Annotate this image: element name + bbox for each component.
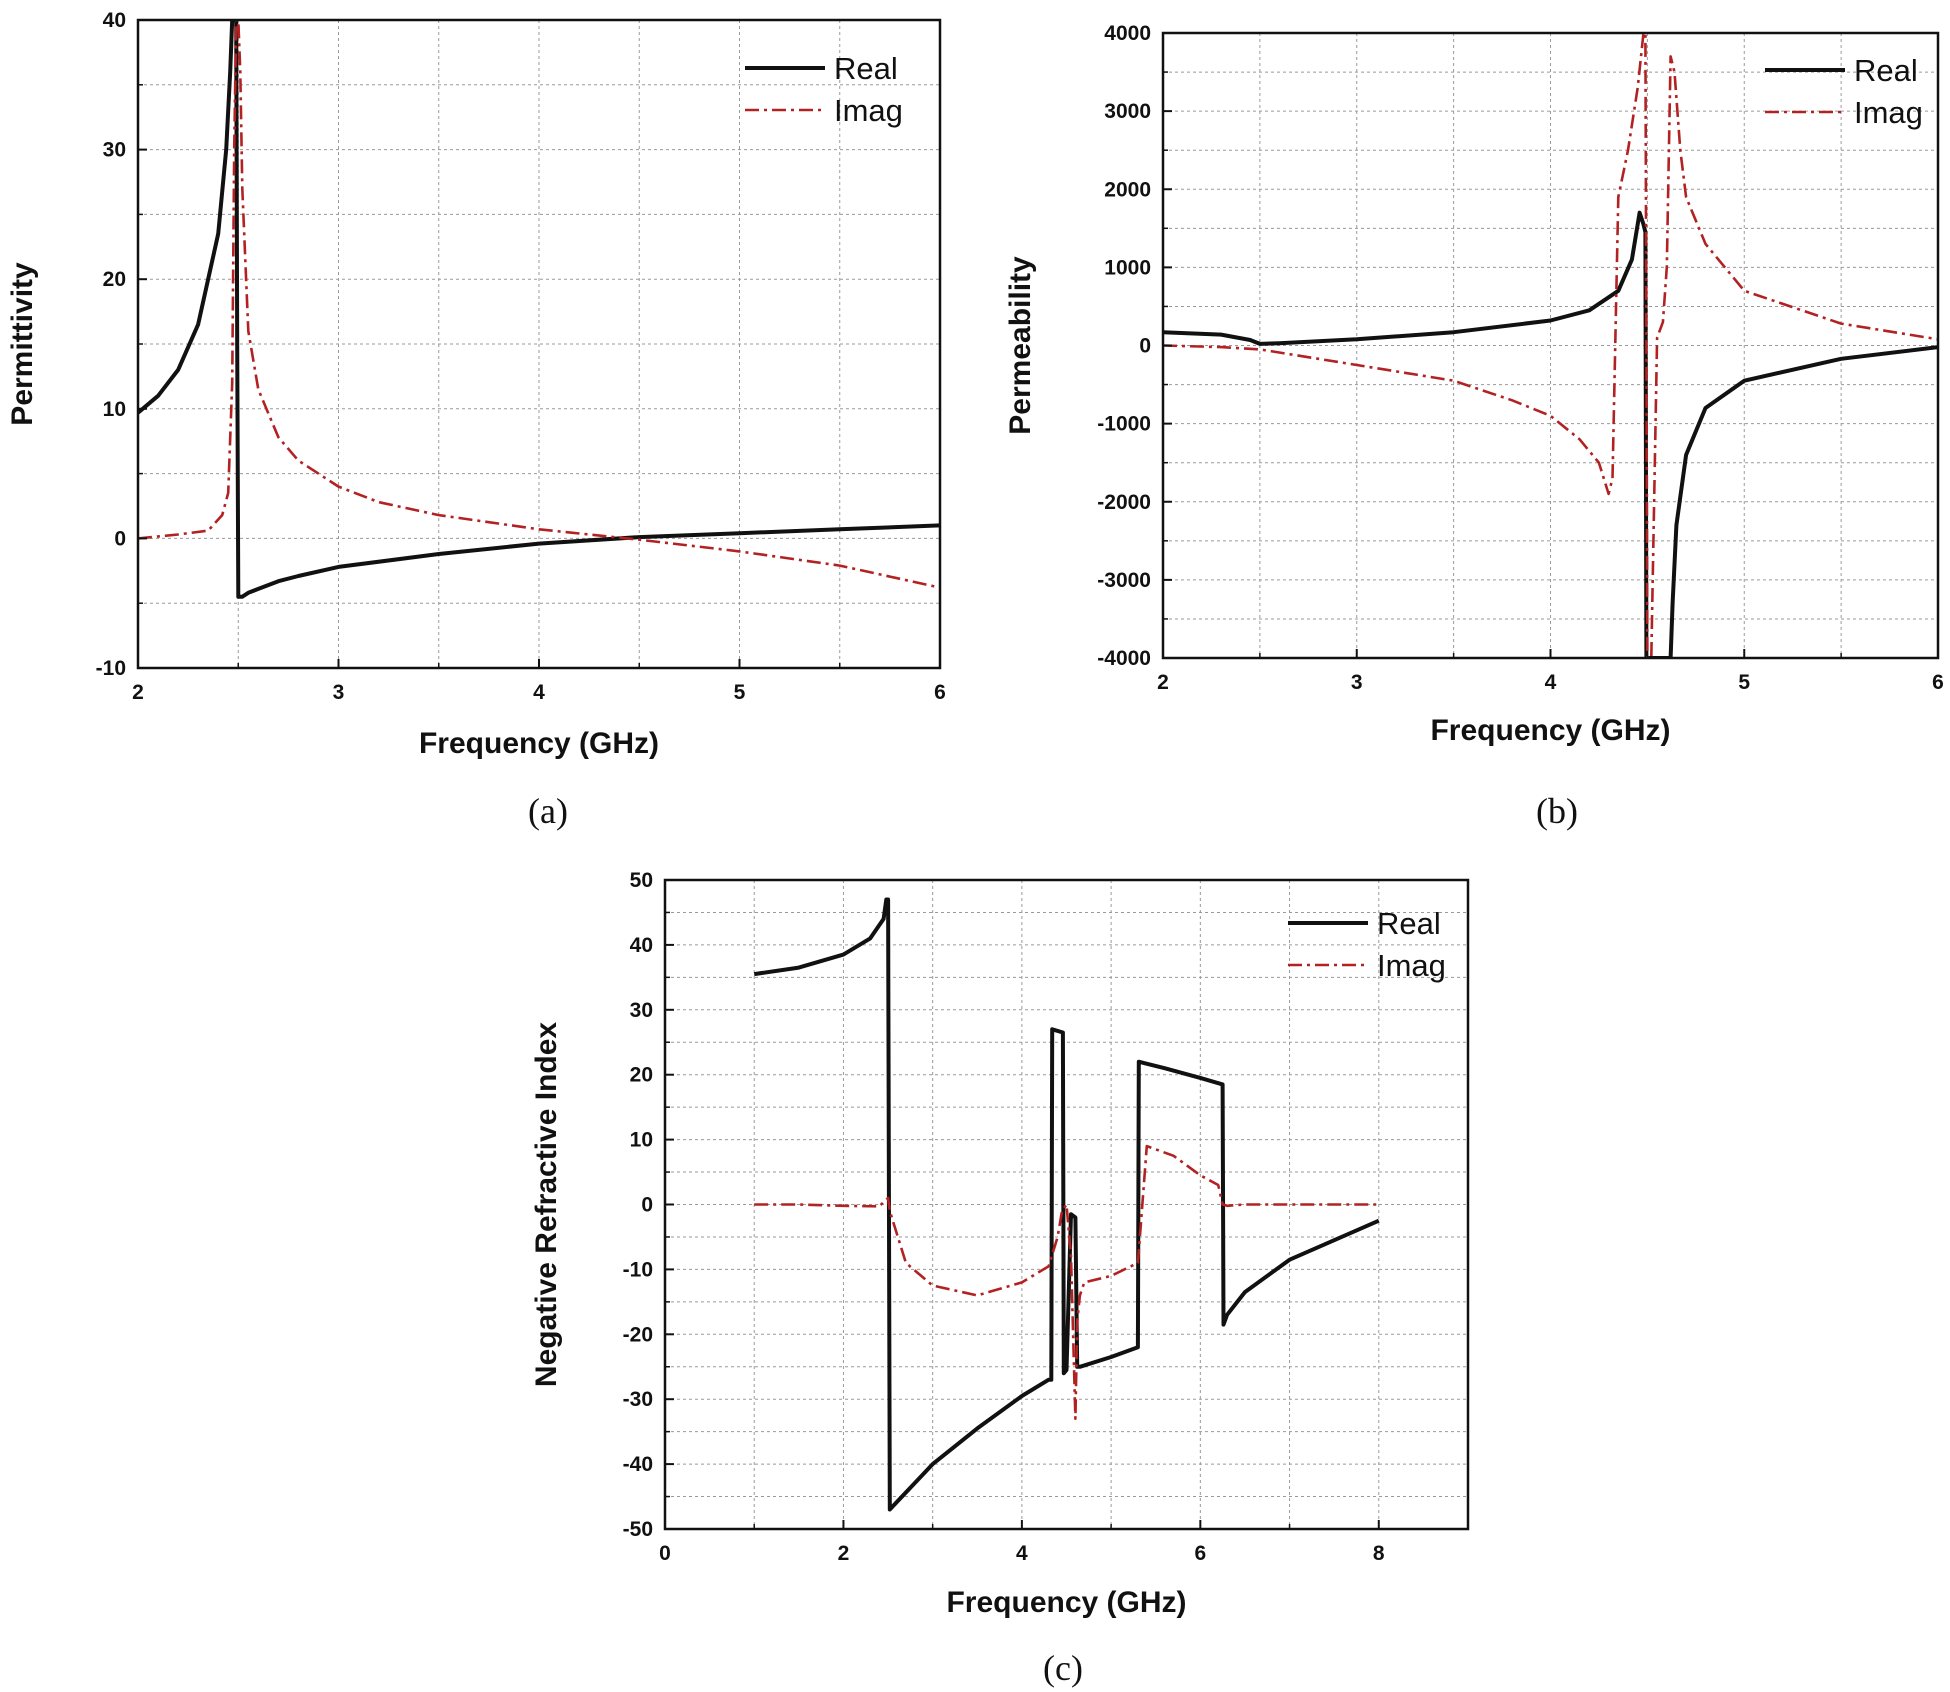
x-tick-label: 2 [1157, 671, 1169, 694]
y-tick-label: 30 [103, 139, 126, 162]
series-line-imag [138, 20, 940, 589]
panel-caption: (c) [1043, 1648, 1083, 1688]
y-tick-label: 30 [630, 999, 653, 1022]
legend: Real Imag [1288, 906, 1446, 983]
legend-label-imag: Imag [1377, 948, 1446, 983]
y-tick-label: -40 [623, 1453, 653, 1476]
y-tick-label: -2000 [1097, 491, 1151, 514]
y-tick-label: 0 [1139, 335, 1151, 358]
x-tick-label: 5 [734, 681, 746, 704]
series-line-imag [754, 1144, 1379, 1420]
y-tick-label: 2000 [1104, 178, 1151, 201]
y-tick-label: 3000 [1104, 100, 1151, 123]
y-tick-label: -4000 [1097, 647, 1151, 670]
x-axis-title: Frequency (GHz) [419, 727, 659, 760]
panel-b: 2 3 4 5 6 -4000 -3000 -2000 -1000 0 1000 2000 3000 40… [1004, 22, 1944, 831]
y-tick-label: -1000 [1097, 413, 1151, 436]
panel-a: 2 3 4 5 6 -10 0 10 20 30 40 Frequency (GHz) Permitti… [6, 9, 946, 831]
series-line-real [138, 20, 940, 599]
x-tick-label: 4 [533, 681, 545, 704]
panel-caption: (b) [1536, 791, 1578, 831]
x-tick-label: 4 [1016, 1542, 1028, 1565]
x-tick-label: 6 [1932, 671, 1944, 694]
y-tick-label: 40 [103, 9, 126, 32]
x-axis-title: Frequency (GHz) [1430, 714, 1670, 747]
series-line-real [753, 897, 1380, 1512]
y-tick-label: 40 [630, 934, 653, 957]
series-line-real [1163, 210, 1938, 658]
x-tick-label: 0 [659, 1542, 671, 1565]
grid [1163, 33, 1938, 658]
series-group [1163, 33, 1938, 658]
panel-c: 0 2 4 6 8 -50 -40 -30 -20 -10 0 10 20 30 40 50 Frequency… [530, 869, 1470, 1688]
legend-label-real: Real [834, 51, 898, 86]
legend: Real Imag [745, 51, 903, 128]
x-tick-label: 3 [333, 681, 345, 704]
x-tick-label: 2 [132, 681, 144, 704]
y-axis-title: Negative Refractive Index [530, 1022, 563, 1387]
x-tick-label: 5 [1738, 671, 1750, 694]
y-tick-label: 10 [103, 398, 126, 421]
y-tick-label: -10 [96, 657, 126, 680]
ticks: 2 3 4 5 6 -4000 -3000 -2000 -1000 0 1000 2000 3000 40… [1097, 22, 1944, 694]
y-tick-label: 20 [630, 1064, 653, 1087]
x-tick-label: 6 [934, 681, 946, 704]
y-tick-label: 0 [641, 1194, 653, 1217]
series-group [138, 20, 940, 599]
legend-label-imag: Imag [1854, 95, 1923, 130]
y-tick-label: 0 [114, 527, 126, 550]
y-tick-label: 10 [630, 1129, 653, 1152]
y-tick-label: -3000 [1097, 569, 1151, 592]
y-axis-title: Permittivity [6, 262, 39, 426]
ticks: 2 3 4 5 6 -10 0 10 20 30 40 [96, 9, 946, 704]
y-tick-label: -10 [623, 1258, 653, 1281]
legend-label-real: Real [1854, 53, 1918, 88]
series-group [753, 897, 1380, 1512]
x-axis-title: Frequency (GHz) [946, 1586, 1186, 1619]
ticks: 0 2 4 6 8 -50 -40 -30 -20 -10 0 10 20 30 40 50 [623, 869, 1385, 1565]
y-tick-label: 20 [103, 268, 126, 291]
y-tick-label: 1000 [1104, 256, 1151, 279]
y-tick-label: -50 [623, 1518, 653, 1541]
y-tick-label: -30 [623, 1388, 653, 1411]
panel-caption: (a) [528, 791, 568, 831]
y-tick-label: 4000 [1104, 22, 1151, 45]
x-tick-label: 2 [838, 1542, 850, 1565]
x-tick-label: 8 [1373, 1542, 1385, 1565]
x-tick-label: 6 [1194, 1542, 1206, 1565]
legend-label-imag: Imag [834, 93, 903, 128]
y-tick-label: 50 [630, 869, 653, 892]
grid [138, 20, 940, 668]
x-tick-label: 4 [1545, 671, 1557, 694]
legend: Real Imag [1765, 53, 1923, 130]
legend-label-real: Real [1377, 906, 1441, 941]
series-line-imag [1163, 33, 1938, 658]
grid [665, 880, 1468, 1529]
x-tick-label: 3 [1351, 671, 1363, 694]
y-axis-title: Permeability [1004, 256, 1037, 435]
y-tick-label: -20 [623, 1323, 653, 1346]
